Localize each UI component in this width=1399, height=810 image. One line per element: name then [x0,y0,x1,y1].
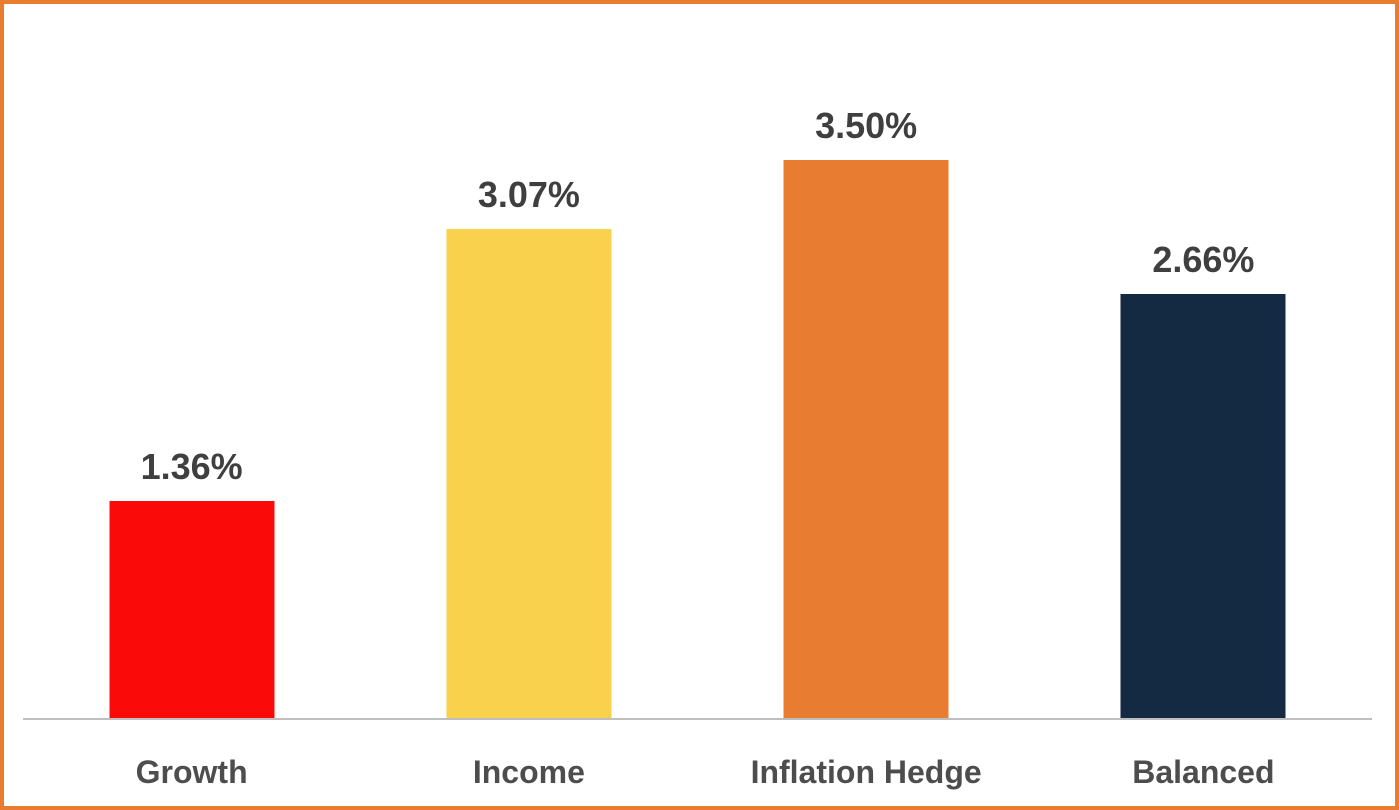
bar [783,160,949,718]
category-label: Income [472,754,585,790]
category-label: Balanced [1132,754,1275,790]
bar-chart-plot-area: 1.36% 3.07% 3.50% 2.66% [23,4,1372,718]
bar-column: 1.36% [23,4,360,718]
bar-value-label: 2.66% [1152,239,1255,280]
category-label: Growth [135,754,248,790]
bar-value-label: 1.36% [140,446,243,487]
bar-value-label: 3.07% [477,174,580,215]
bar-column: 2.66% [1035,4,1372,718]
category-label: Inflation Hedge [750,754,982,790]
x-axis-baseline [23,718,1372,720]
bar-column: 3.50% [698,4,1035,718]
bar [109,501,275,718]
bar-column: 3.07% [360,4,697,718]
category-axis-labels: Growth Income Inflation Hedge Balanced [23,720,1372,806]
bar [1120,294,1286,718]
bar [446,229,612,718]
bar-value-label: 3.50% [815,105,918,146]
